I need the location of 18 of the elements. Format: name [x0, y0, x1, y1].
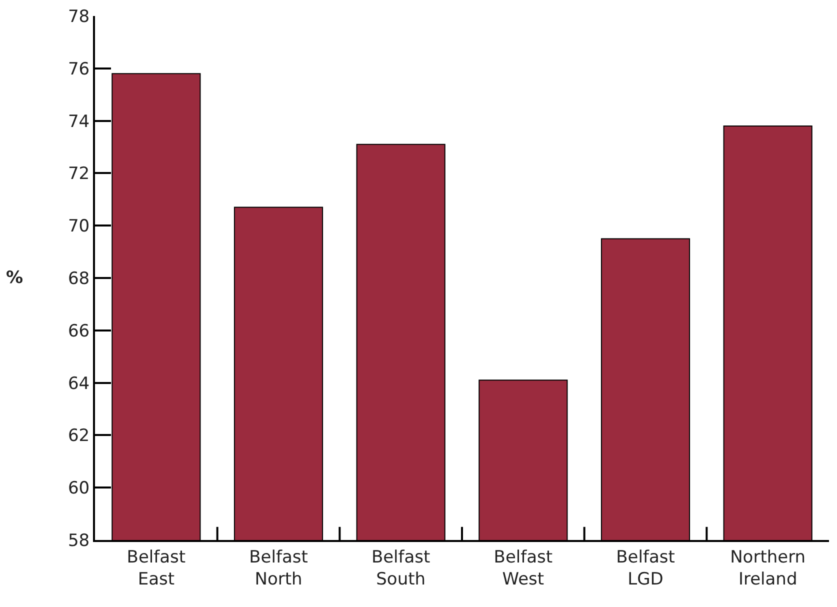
- y-tick-label: 64: [68, 374, 90, 394]
- y-axis-title: %: [6, 268, 24, 288]
- x-tick-label: Belfast South: [371, 547, 431, 590]
- y-tick-label: 72: [68, 164, 90, 184]
- x-tick-label: Belfast North: [249, 547, 308, 590]
- y-tick-label: 60: [68, 478, 90, 499]
- y-tick-label: 74: [68, 112, 90, 132]
- x-tick-label: Belfast LGD: [616, 547, 676, 590]
- x-tick-label: Northern Ireland: [730, 547, 806, 590]
- y-tick-label: 62: [68, 426, 90, 446]
- y-tick-label: 66: [68, 321, 90, 342]
- y-tick-label: 76: [68, 59, 90, 80]
- x-tick-label: Belfast East: [126, 547, 186, 590]
- y-tick-label: 78: [68, 6, 90, 27]
- x-tick-label: Belfast West: [494, 547, 553, 590]
- y-tick-label: 70: [68, 216, 90, 237]
- y-tick-label: 58: [68, 530, 90, 551]
- y-tick-label: 68: [68, 268, 90, 289]
